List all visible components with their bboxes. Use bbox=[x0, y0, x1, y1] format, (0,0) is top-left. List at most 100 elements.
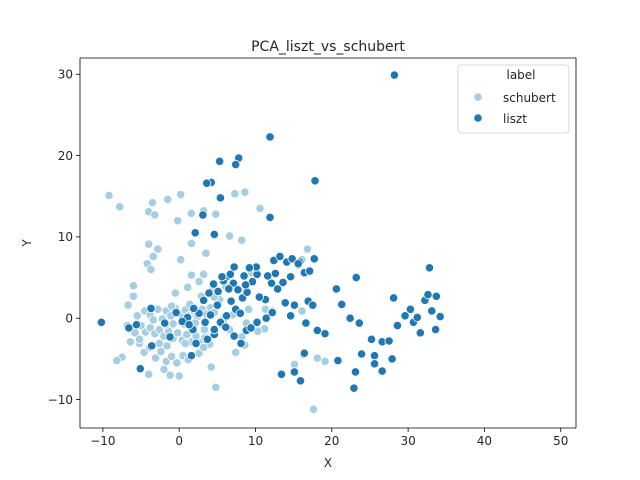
point-liszt bbox=[225, 269, 235, 279]
point-schubert bbox=[199, 269, 209, 279]
point-schubert bbox=[128, 281, 139, 291]
point-liszt bbox=[208, 279, 219, 289]
point-liszt bbox=[435, 311, 445, 322]
point-liszt bbox=[200, 317, 210, 327]
point-liszt bbox=[389, 70, 399, 80]
point-schubert bbox=[168, 319, 178, 329]
y-axis-label: Y bbox=[20, 239, 34, 248]
point-liszt bbox=[265, 212, 275, 222]
point-liszt bbox=[349, 383, 359, 393]
legend-label-liszt: liszt bbox=[503, 112, 527, 126]
point-schubert bbox=[224, 231, 235, 241]
x-tick-label: 10 bbox=[248, 434, 263, 448]
point-schubert bbox=[159, 364, 169, 375]
point-liszt bbox=[423, 290, 433, 300]
point-liszt bbox=[369, 359, 380, 369]
point-liszt bbox=[276, 369, 287, 379]
point-schubert bbox=[125, 337, 135, 347]
y-tick-label: 10 bbox=[58, 230, 73, 244]
point-liszt bbox=[351, 272, 361, 283]
data-points bbox=[96, 70, 445, 414]
legend-marker-schubert bbox=[473, 92, 483, 102]
point-liszt bbox=[190, 228, 200, 238]
y-tick-label: 0 bbox=[65, 312, 73, 326]
point-liszt bbox=[405, 304, 416, 314]
point-schubert bbox=[231, 347, 241, 357]
point-liszt bbox=[366, 334, 377, 344]
point-schubert bbox=[150, 210, 160, 220]
point-schubert bbox=[297, 306, 307, 316]
point-schubert bbox=[132, 311, 142, 321]
point-schubert bbox=[320, 356, 330, 366]
point-schubert bbox=[134, 334, 145, 344]
point-schubert bbox=[166, 301, 177, 311]
point-liszt bbox=[400, 311, 410, 321]
point-liszt bbox=[96, 317, 106, 327]
point-schubert bbox=[163, 194, 173, 205]
point-liszt bbox=[189, 303, 199, 314]
y-axis-ticks: −10 0 10 20 30 bbox=[48, 68, 80, 407]
point-liszt bbox=[198, 210, 208, 220]
point-liszt bbox=[135, 364, 145, 374]
point-schubert bbox=[180, 338, 190, 349]
point-liszt bbox=[236, 338, 246, 349]
chart-title: PCA_liszt_vs_schubert bbox=[251, 39, 405, 55]
point-schubert bbox=[104, 190, 114, 201]
point-liszt bbox=[191, 338, 201, 349]
point-schubert bbox=[153, 244, 163, 254]
legend-marker-liszt bbox=[473, 113, 483, 123]
y-tick-label: −10 bbox=[48, 393, 73, 407]
point-schubert bbox=[123, 300, 133, 310]
point-schubert bbox=[166, 351, 177, 362]
point-liszt bbox=[431, 291, 441, 301]
point-liszt bbox=[233, 285, 243, 295]
point-schubert bbox=[174, 371, 184, 381]
point-schubert bbox=[176, 255, 186, 265]
point-liszt bbox=[205, 310, 216, 320]
point-schubert bbox=[128, 291, 139, 301]
point-liszt bbox=[289, 300, 300, 310]
point-liszt bbox=[202, 334, 213, 344]
point-liszt bbox=[146, 303, 156, 314]
point-liszt bbox=[275, 251, 285, 262]
point-liszt bbox=[263, 271, 273, 281]
point-liszt bbox=[392, 320, 403, 331]
point-liszt bbox=[217, 272, 227, 282]
point-schubert bbox=[199, 342, 209, 353]
point-schubert bbox=[240, 187, 250, 197]
point-liszt bbox=[246, 323, 256, 333]
point-liszt bbox=[213, 286, 223, 296]
point-liszt bbox=[124, 323, 134, 333]
point-liszt bbox=[337, 299, 347, 309]
point-liszt bbox=[287, 254, 297, 264]
point-schubert bbox=[182, 329, 192, 340]
point-schubert bbox=[237, 235, 247, 245]
point-schubert bbox=[308, 404, 319, 414]
point-schubert bbox=[154, 324, 164, 335]
point-schubert bbox=[148, 251, 158, 262]
point-liszt bbox=[242, 287, 252, 297]
point-liszt bbox=[350, 367, 361, 377]
point-schubert bbox=[182, 282, 193, 292]
point-liszt bbox=[384, 336, 394, 346]
point-schubert bbox=[162, 341, 172, 351]
x-tick-label: −10 bbox=[90, 434, 115, 448]
point-liszt bbox=[202, 178, 212, 188]
point-liszt bbox=[265, 132, 275, 142]
x-axis-ticks: −10 0 10 20 30 40 50 bbox=[90, 428, 568, 448]
point-liszt bbox=[254, 292, 264, 302]
x-tick-label: 50 bbox=[553, 434, 568, 448]
point-liszt bbox=[412, 312, 422, 323]
point-liszt bbox=[231, 159, 241, 170]
point-schubert bbox=[150, 353, 161, 363]
point-liszt bbox=[280, 298, 290, 308]
point-liszt bbox=[415, 328, 425, 338]
point-schubert bbox=[230, 189, 240, 199]
legend-title: label bbox=[506, 68, 535, 82]
x-tick-label: 0 bbox=[175, 434, 183, 448]
point-liszt bbox=[131, 320, 142, 330]
point-liszt bbox=[165, 332, 175, 342]
point-liszt bbox=[331, 284, 341, 294]
point-liszt bbox=[184, 320, 194, 330]
point-liszt bbox=[229, 262, 239, 272]
